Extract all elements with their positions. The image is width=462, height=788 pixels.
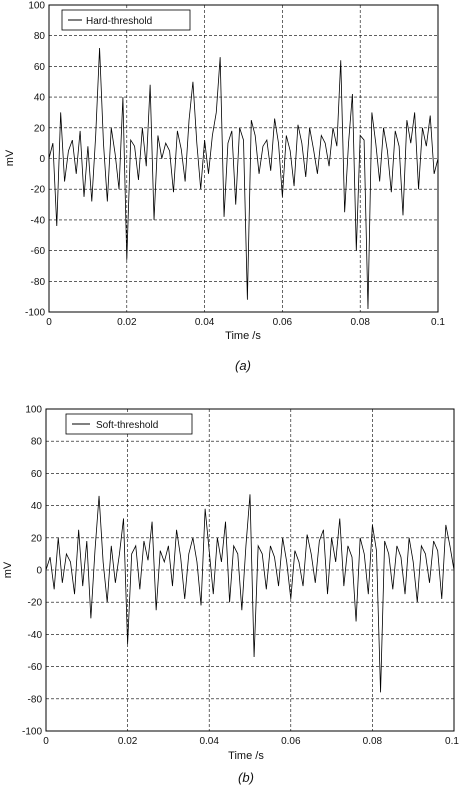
plot-area-a <box>48 4 439 313</box>
x-tick-label: 0 <box>43 736 49 747</box>
y-tick-label: -40 <box>28 630 43 641</box>
y-tick-label: -40 <box>31 215 46 226</box>
x-tick-label: 0.1 <box>445 736 459 747</box>
grid-a <box>49 5 438 312</box>
x-tick-label: 0.04 <box>195 317 215 328</box>
grid-b <box>46 409 454 731</box>
series-line-hard-threshold <box>48 47 439 309</box>
legend-label-hard-threshold: Hard-threshold <box>86 16 152 27</box>
y-tick-label: 20 <box>34 123 46 134</box>
y-axis-label-b: mV <box>2 561 14 578</box>
y-tick-label: 60 <box>31 469 43 480</box>
x-tick-label: 0.04 <box>199 736 219 747</box>
y-tick-label: 100 <box>25 405 42 416</box>
y-tick-label: -20 <box>31 185 46 196</box>
legend-box-a <box>61 9 191 31</box>
y-tick-label: -60 <box>28 662 43 673</box>
y-tick-label: 20 <box>31 533 43 544</box>
y-tick-label: 0 <box>36 566 42 577</box>
x-tick-labels-b: 0 0.02 0.04 0.06 0.08 0.1 <box>43 736 459 747</box>
x-axis-label-a: Time /s <box>225 330 261 342</box>
x-tick-label: 0.06 <box>273 317 293 328</box>
x-tick-label: 0.08 <box>363 736 383 747</box>
x-tick-label: 0 <box>46 317 52 328</box>
y-axis-label-a: mV <box>4 149 16 166</box>
y-tick-label: 80 <box>31 437 43 448</box>
x-tick-label: 0.06 <box>281 736 301 747</box>
y-tick-label: 0 <box>39 154 45 165</box>
panel-a: 100 80 60 40 20 0 -20 -40 -60 -80 -100 0 0.02 0.04 0.… <box>4 1 445 374</box>
y-tick-label: 80 <box>34 31 46 42</box>
y-tick-label: 40 <box>34 93 46 104</box>
x-tick-label: 0.1 <box>431 317 445 328</box>
legend-b: Soft-threshold <box>65 413 193 435</box>
panel-b: 100 80 60 40 20 0 -20 -40 -60 -80 -100 0 0.02 0.04 0.… <box>2 405 459 786</box>
legend-label-soft-threshold: Soft-threshold <box>96 420 158 431</box>
y-tick-label: 100 <box>28 1 45 12</box>
panel-caption-b: (b) <box>238 770 254 785</box>
y-tick-label: -80 <box>28 694 43 705</box>
y-tick-labels-b: 100 80 60 40 20 0 -20 -40 -60 -80 -100 <box>22 405 42 738</box>
y-tick-labels-a: 100 80 60 40 20 0 -20 -40 -60 -80 -100 <box>25 1 45 319</box>
x-tick-label: 0.08 <box>350 317 370 328</box>
panel-caption-a: (a) <box>235 358 251 373</box>
y-tick-label: 60 <box>34 62 46 73</box>
y-tick-label: 40 <box>31 501 43 512</box>
series-line-soft-threshold <box>45 494 455 693</box>
legend-box-b <box>65 413 193 435</box>
x-axis-label-b: Time /s <box>228 750 264 762</box>
x-tick-labels-a: 0 0.02 0.04 0.06 0.08 0.1 <box>46 317 445 328</box>
y-tick-label: -20 <box>28 598 43 609</box>
x-tick-label: 0.02 <box>117 317 137 328</box>
x-tick-label: 0.02 <box>118 736 138 747</box>
y-tick-label: -100 <box>25 308 45 319</box>
y-tick-label: -100 <box>22 727 42 738</box>
y-tick-label: -60 <box>31 246 46 257</box>
legend-a: Hard-threshold <box>61 9 191 31</box>
y-tick-label: -80 <box>31 277 46 288</box>
